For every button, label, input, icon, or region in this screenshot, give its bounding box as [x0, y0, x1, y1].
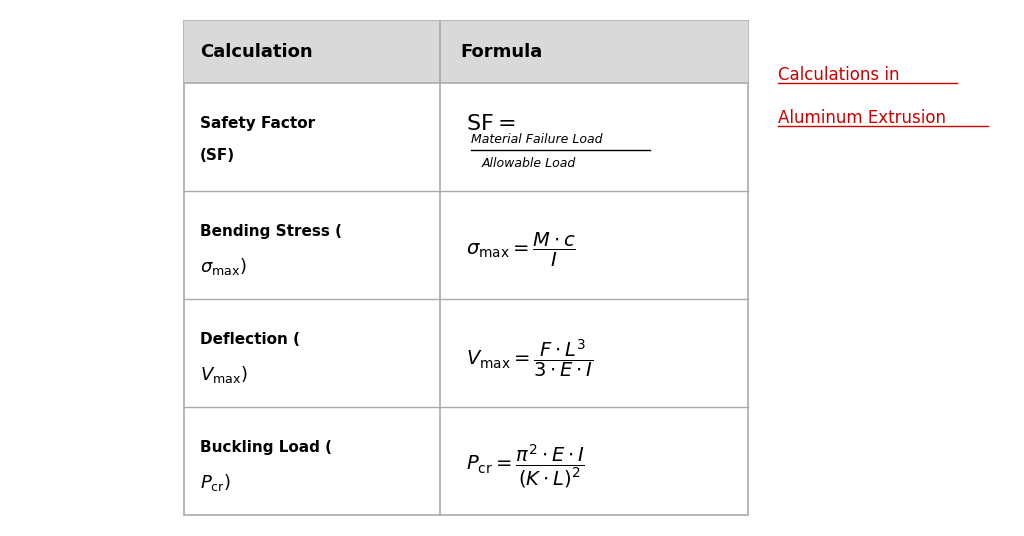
Bar [184, 21, 748, 515]
Text: $P_{\mathrm{cr}} = \dfrac{\pi^2 \cdot E \cdot I}{(K \cdot L)^2}$: $P_{\mathrm{cr}} = \dfrac{\pi^2 \cdot E … [466, 442, 585, 490]
Text: Allowable Load: Allowable Load [481, 157, 575, 170]
Bar [184, 21, 748, 83]
Text: Material Failure Load: Material Failure Load [471, 133, 602, 146]
Text: (SF): (SF) [200, 148, 234, 163]
Text: Calculation: Calculation [200, 43, 312, 61]
Text: Formula: Formula [461, 43, 543, 61]
Text: Bending Stress (: Bending Stress ( [200, 224, 342, 239]
Text: Calculations in: Calculations in [778, 66, 900, 84]
Text: $V_{\mathrm{max}})$: $V_{\mathrm{max}})$ [200, 364, 248, 385]
Text: $\sigma_{\mathrm{max}} = \dfrac{M \cdot c}{I}$: $\sigma_{\mathrm{max}} = \dfrac{M \cdot … [466, 231, 575, 269]
Text: Safety Factor: Safety Factor [200, 116, 314, 131]
Text: $P_{\mathrm{cr}})$: $P_{\mathrm{cr}})$ [200, 472, 230, 493]
Text: Aluminum Extrusion: Aluminum Extrusion [778, 109, 946, 127]
Text: $\sigma_{\mathrm{max}})$: $\sigma_{\mathrm{max}})$ [200, 256, 247, 277]
Text: Buckling Load (: Buckling Load ( [200, 440, 332, 455]
Text: $V_{\mathrm{max}} = \dfrac{F \cdot L^3}{3 \cdot E \cdot I}$: $V_{\mathrm{max}} = \dfrac{F \cdot L^3}{… [466, 337, 594, 379]
Text: Deflection (: Deflection ( [200, 332, 300, 347]
Text: $\mathrm{SF} = $: $\mathrm{SF} = $ [466, 114, 515, 133]
